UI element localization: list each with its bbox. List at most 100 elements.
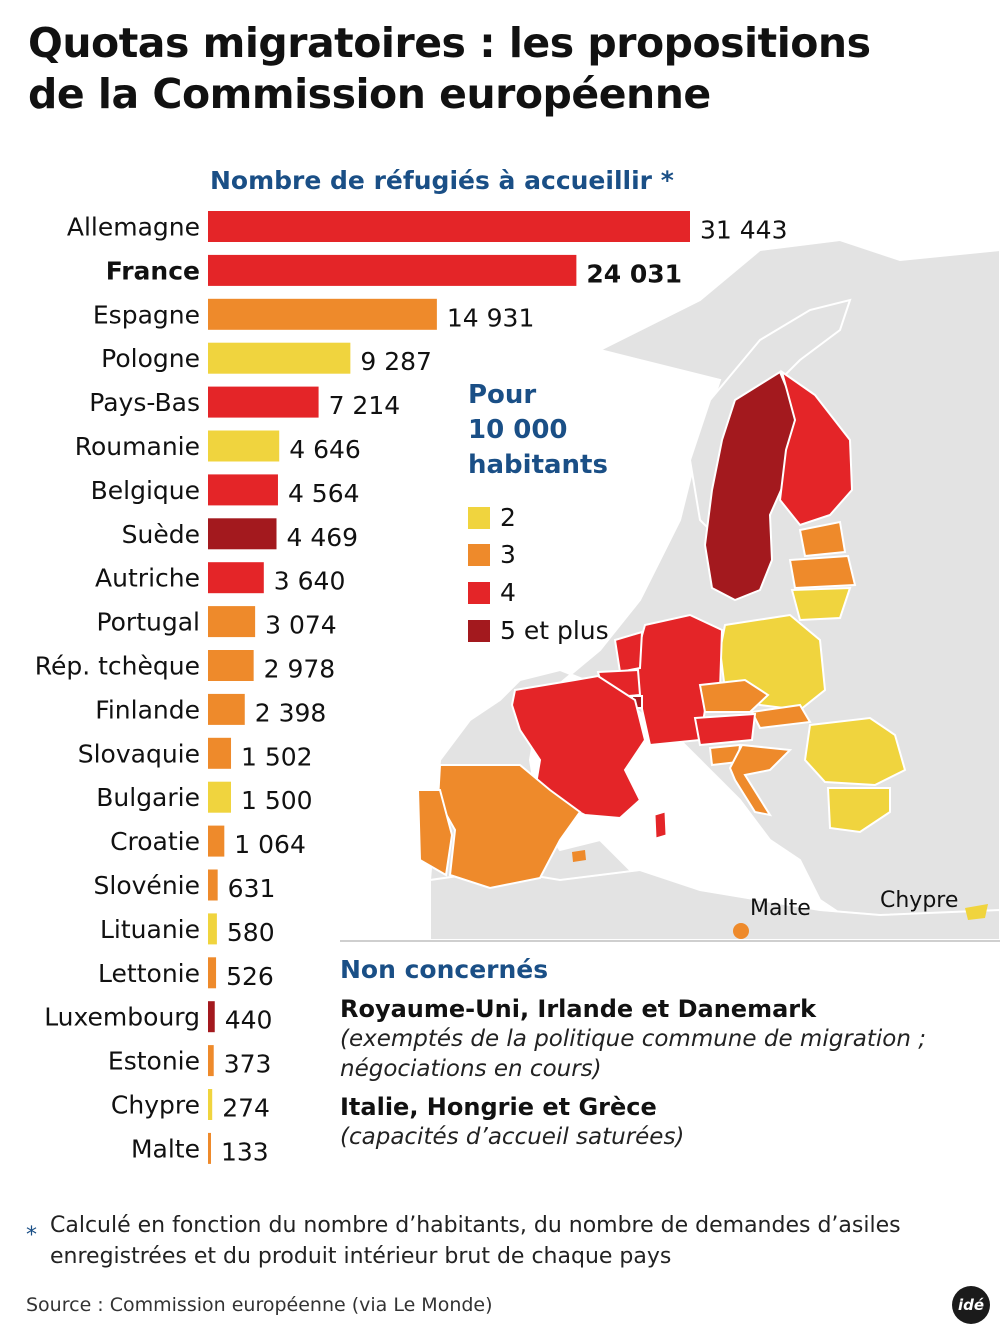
value-label: 2 978: [264, 655, 336, 684]
footnote: * Calculé en fonction du nombre d’habita…: [26, 1210, 966, 1272]
value-label: 2 398: [255, 698, 327, 727]
excluded-panel: Non concernés Royaume-Uni, Irlande et Da…: [340, 955, 990, 1160]
excluded-note-1: (exemptés de la politique commune de mig…: [340, 1024, 990, 1084]
excluded-note-2: (capacités d’accueil saturées): [340, 1124, 685, 1150]
legend-swatch-yellow: [468, 507, 490, 529]
map-portugal: [416, 789, 454, 877]
bar: [208, 298, 437, 330]
value-label: 631: [228, 874, 276, 903]
bar: [208, 562, 264, 594]
malta-label: Malte: [750, 896, 811, 921]
bar: [208, 737, 232, 769]
bar: [208, 650, 254, 681]
excluded-note-1-line-1: (exemptés de la politique commune de mig…: [340, 1026, 926, 1052]
map-corsica: [654, 811, 667, 839]
map-latvia: [788, 554, 857, 590]
category-label: France: [106, 256, 200, 285]
value-label: 31 443: [700, 216, 787, 245]
category-label: Allemagne: [67, 213, 200, 242]
value-label: 3 640: [274, 567, 346, 596]
bar: [208, 518, 277, 550]
value-label: 1 500: [241, 786, 313, 815]
legend-item-2: 2: [468, 505, 516, 531]
legend-title-line-3: habitants: [468, 450, 608, 480]
footnote-star: *: [26, 1223, 37, 1248]
bar: [208, 1132, 211, 1164]
category-label: Malte: [131, 1134, 200, 1163]
title-line-1: Quotas migratoires : les propositions: [28, 19, 871, 67]
category-label: Estonie: [108, 1047, 200, 1076]
value-label: 580: [227, 918, 275, 947]
legend-item-4: 4: [468, 580, 516, 606]
legend-label: 3: [500, 540, 516, 569]
value-label: 24 031: [586, 259, 682, 288]
source-credit: Source : Commission européenne (via Le M…: [26, 1294, 493, 1316]
category-label: Rép. tchèque: [35, 652, 200, 681]
category-label: Finlande: [95, 695, 200, 724]
category-label: Autriche: [95, 564, 200, 593]
legend-title: Pour 10 000 habitants: [468, 378, 608, 483]
value-label: 274: [222, 1094, 270, 1123]
map-balearics: [572, 850, 586, 862]
bar: [208, 1001, 215, 1033]
value-label: 4 469: [287, 523, 359, 552]
bar: [208, 342, 351, 374]
category-label: Bulgarie: [96, 783, 200, 812]
legend-swatch-darkred: [468, 620, 490, 642]
chart-title: Nombre de réfugiés à accueillir *: [210, 166, 674, 195]
category-label: Lettonie: [98, 959, 200, 988]
bar: [208, 606, 256, 638]
value-label: 373: [224, 1050, 272, 1079]
category-label: Pologne: [101, 344, 200, 373]
bar: [208, 825, 225, 857]
legend-title-line-2: 10 000: [468, 415, 568, 445]
value-label: 1 502: [241, 742, 313, 771]
category-label: Croatie: [110, 827, 200, 856]
category-label: Belgique: [91, 476, 200, 505]
bar: [208, 781, 231, 813]
map-czech: [698, 678, 770, 713]
excluded-group-2: Italie, Hongrie et Grèce: [340, 1093, 657, 1121]
legend-swatch-orange: [468, 544, 490, 566]
map-spain: [436, 764, 582, 890]
bar: [208, 474, 278, 506]
excluded-group-1: Royaume-Uni, Irlande et Danemark: [340, 995, 817, 1023]
legend-label: 2: [500, 503, 516, 532]
publisher-logo: idé: [952, 1286, 990, 1324]
footnote-line-2: enregistrées et du produit intérieur bru…: [50, 1244, 672, 1269]
map-croatia: [728, 743, 793, 817]
category-label: Lituanie: [100, 915, 200, 944]
category-label: Slovénie: [94, 871, 200, 900]
title-line-2: de la Commission européenne: [28, 70, 711, 118]
category-label: Portugal: [96, 608, 200, 637]
map-bulgaria: [826, 787, 891, 834]
map-malta: [733, 923, 749, 939]
map-finland: [778, 369, 854, 527]
legend-swatch-red: [468, 582, 490, 604]
value-label: 133: [221, 1137, 269, 1166]
legend-item-5-plus: 5 et plus: [468, 618, 609, 644]
map-netherlands: [613, 630, 644, 674]
footnote-line-1: Calculé en fonction du nombre d’habitant…: [50, 1213, 901, 1238]
category-label: Suède: [122, 520, 200, 549]
legend-label: 4: [500, 578, 516, 607]
excluded-note-1-line-2: négociations en cours): [340, 1056, 602, 1082]
value-label: 1 064: [234, 830, 306, 859]
value-label: 526: [226, 962, 274, 991]
value-label: 14 931: [447, 303, 534, 332]
legend-label: 5 et plus: [500, 616, 609, 645]
map-lithuania: [790, 586, 852, 622]
map-estonia: [798, 520, 847, 558]
bar: [208, 430, 280, 462]
bar: [208, 254, 577, 286]
bar: [208, 693, 245, 725]
value-label: 3 074: [265, 611, 337, 640]
excluded-title: Non concernés: [340, 955, 549, 984]
bar: [208, 1045, 214, 1077]
value-label: 440: [225, 1006, 273, 1035]
page-title: Quotas migratoires : les propositions de…: [28, 18, 871, 120]
bar: [208, 869, 218, 901]
category-label: Pays-Bas: [89, 388, 200, 417]
